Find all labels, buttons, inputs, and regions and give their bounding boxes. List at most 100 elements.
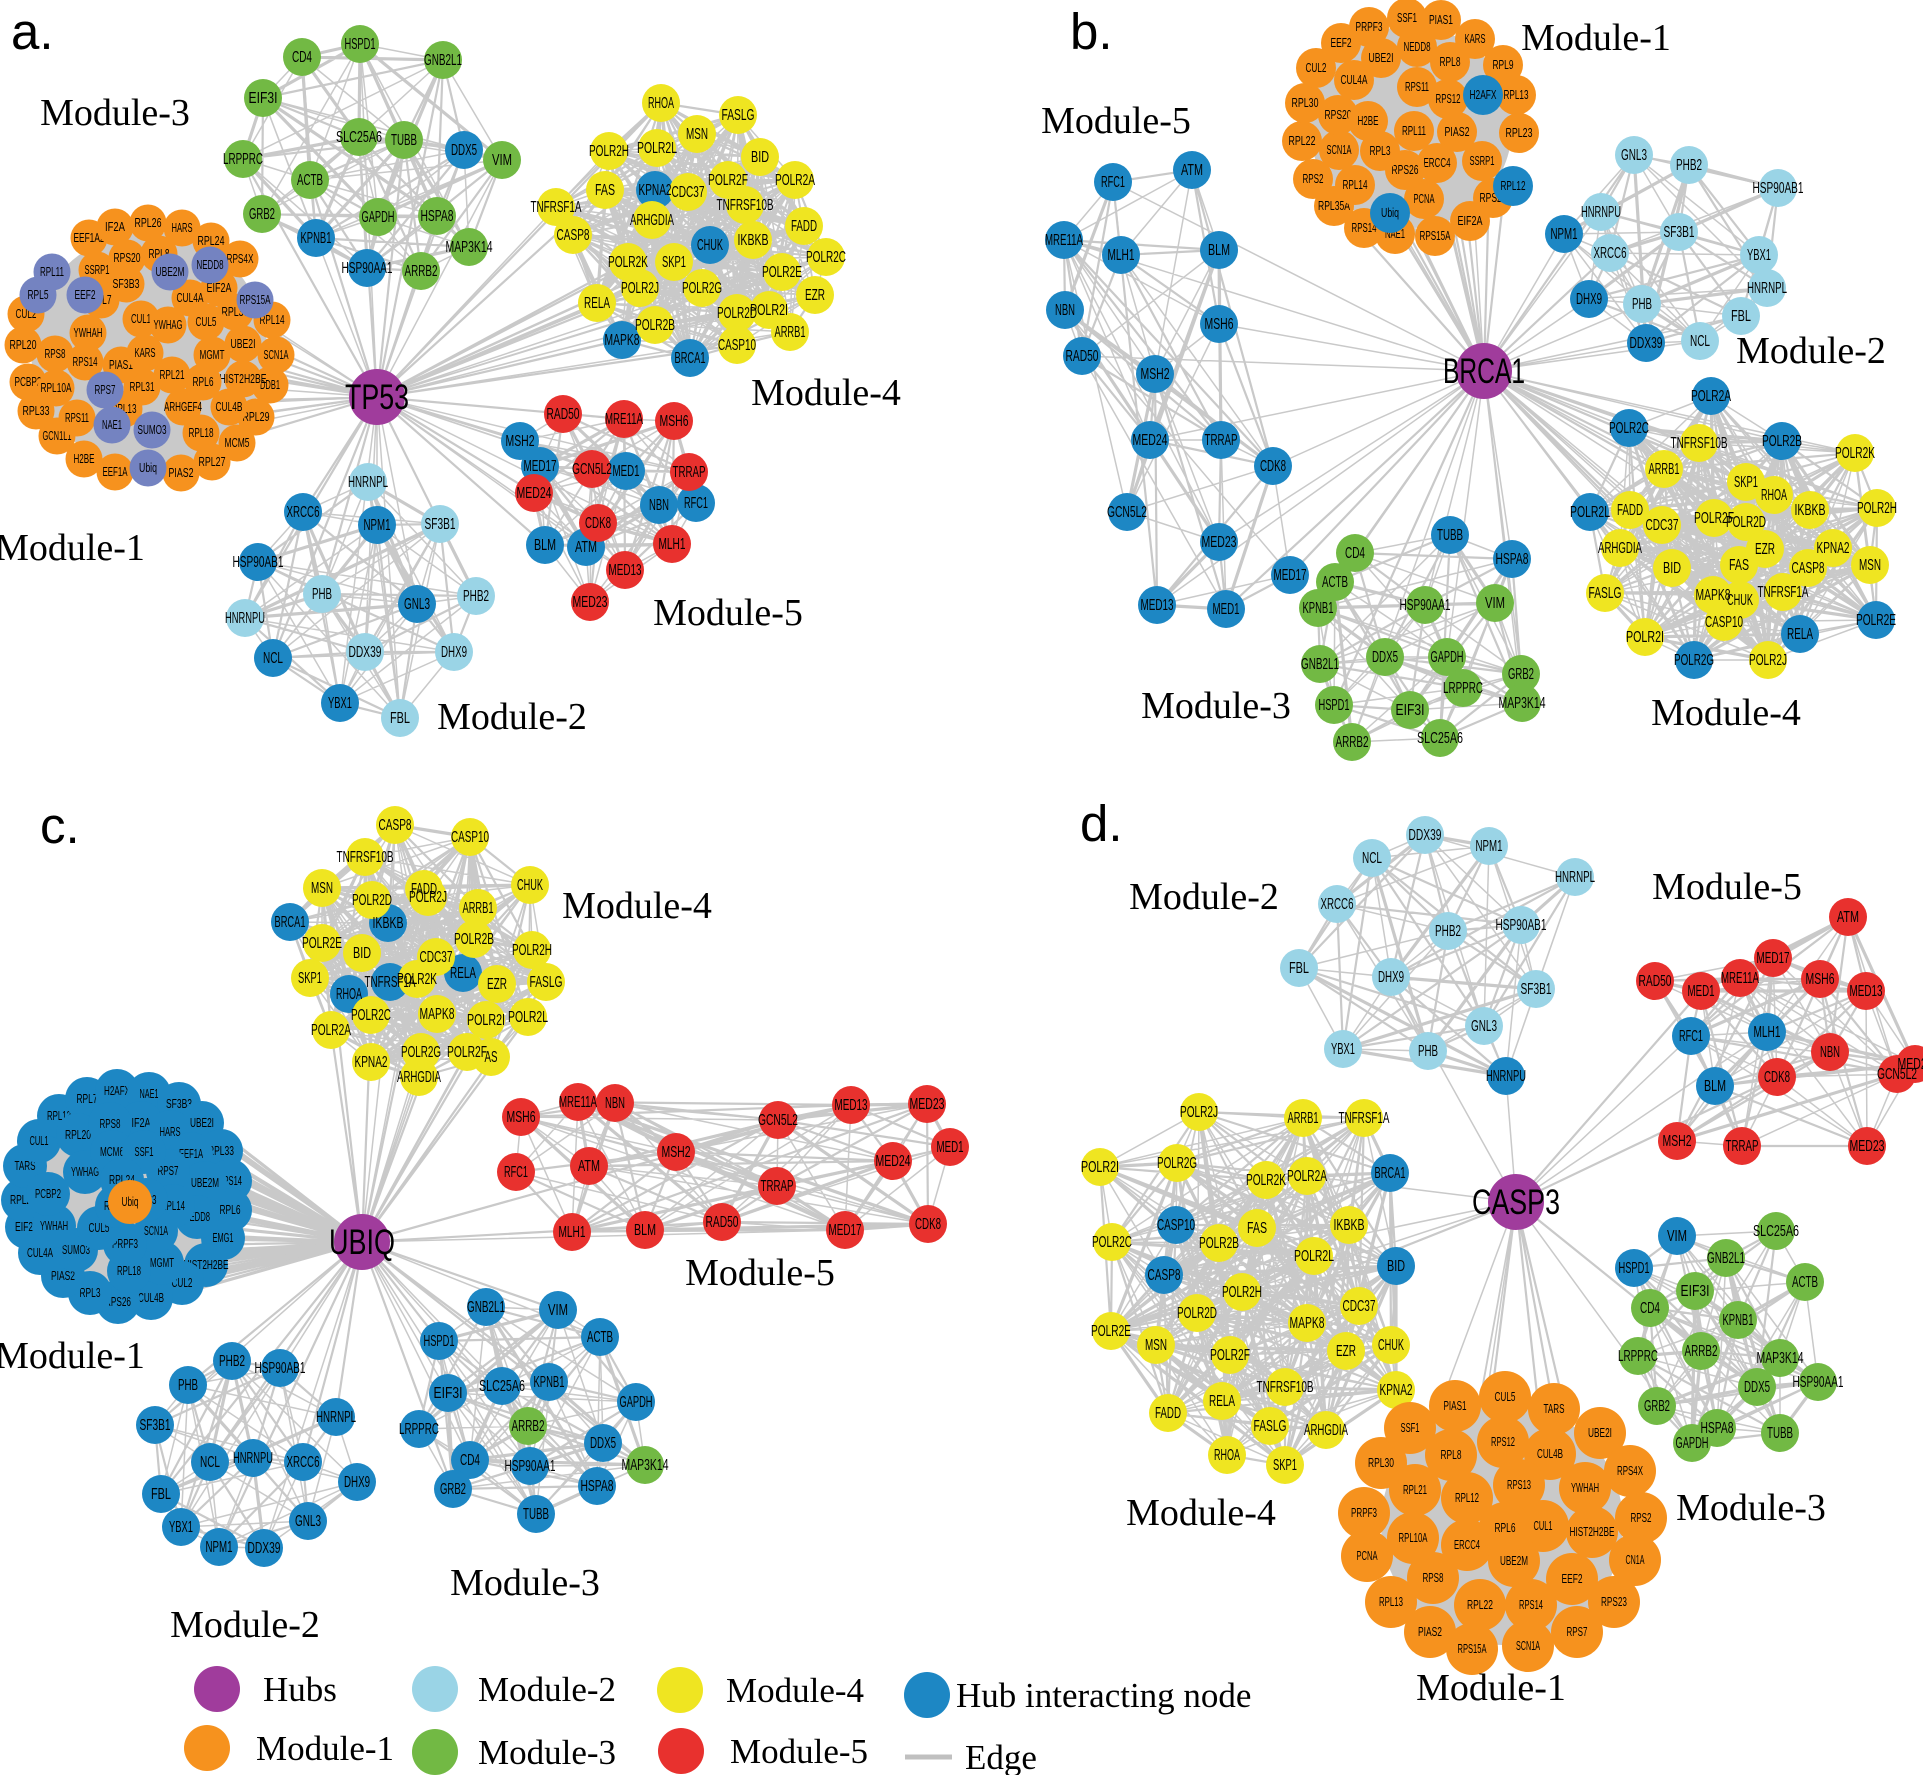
svg-text:a.: a. bbox=[11, 3, 54, 60]
svg-text:RELA: RELA bbox=[1787, 626, 1813, 643]
svg-text:CUL1: CUL1 bbox=[30, 1134, 49, 1148]
svg-text:RPL11: RPL11 bbox=[40, 264, 64, 279]
svg-text:MED23: MED23 bbox=[1202, 534, 1237, 551]
svg-text:BID: BID bbox=[1663, 560, 1681, 577]
svg-text:FBL: FBL bbox=[1731, 308, 1751, 325]
svg-text:RPS12: RPS12 bbox=[1436, 91, 1461, 106]
svg-text:Module-2: Module-2 bbox=[170, 1604, 320, 1646]
svg-text:YWHAG: YWHAG bbox=[71, 1165, 99, 1179]
svg-text:FBL: FBL bbox=[390, 710, 410, 727]
svg-text:CHUK: CHUK bbox=[517, 877, 543, 894]
svg-text:POLR2D: POLR2D bbox=[1177, 1305, 1217, 1322]
svg-text:RAD50: RAD50 bbox=[1639, 973, 1672, 990]
svg-text:POLR2J: POLR2J bbox=[621, 280, 659, 297]
svg-text:MSH6: MSH6 bbox=[1806, 971, 1835, 988]
svg-text:SCN1A: SCN1A bbox=[1327, 142, 1352, 157]
svg-text:EIF3I: EIF3I bbox=[1681, 1283, 1710, 1300]
svg-text:BRCA1: BRCA1 bbox=[675, 350, 706, 367]
svg-text:POLR2L: POLR2L bbox=[1294, 1248, 1334, 1265]
svg-text:RPS7: RPS7 bbox=[95, 382, 116, 397]
svg-text:MAPK8: MAPK8 bbox=[605, 332, 640, 349]
svg-text:EIF3I: EIF3I bbox=[1396, 702, 1425, 719]
svg-text:TNFRSF10B: TNFRSF10B bbox=[717, 197, 774, 214]
svg-text:LRPPRC: LRPPRC bbox=[223, 151, 263, 168]
svg-text:ARHGDIA: ARHGDIA bbox=[1304, 1422, 1348, 1439]
svg-text:DDX39: DDX39 bbox=[248, 1540, 281, 1557]
svg-text:XRCC6: XRCC6 bbox=[287, 504, 320, 521]
svg-text:MAP3K14: MAP3K14 bbox=[1499, 695, 1546, 712]
svg-text:CD4: CD4 bbox=[460, 1452, 480, 1469]
svg-text:PHB: PHB bbox=[178, 1377, 198, 1394]
svg-text:POLR2C: POLR2C bbox=[1092, 1234, 1132, 1251]
svg-text:ERCC4: ERCC4 bbox=[1454, 1538, 1480, 1552]
svg-text:FBL: FBL bbox=[151, 1486, 171, 1503]
svg-text:DHX9: DHX9 bbox=[441, 644, 467, 661]
svg-text:MED17: MED17 bbox=[1757, 950, 1790, 967]
svg-text:ATM: ATM bbox=[1181, 162, 1203, 179]
svg-text:EEF2: EEF2 bbox=[75, 287, 96, 302]
svg-text:SF3B1: SF3B1 bbox=[425, 516, 456, 533]
svg-text:EIF3I: EIF3I bbox=[434, 1385, 463, 1402]
svg-text:RPS2: RPS2 bbox=[1303, 171, 1324, 186]
svg-text:RPL7: RPL7 bbox=[77, 1092, 98, 1106]
svg-text:NCL: NCL bbox=[1362, 850, 1382, 867]
svg-text:RPL13: RPL13 bbox=[1379, 1595, 1403, 1609]
svg-text:ARHGEF4: ARHGEF4 bbox=[164, 399, 202, 414]
svg-text:HNRNPL: HNRNPL bbox=[1747, 280, 1787, 297]
svg-text:GNL3: GNL3 bbox=[1621, 147, 1647, 164]
svg-text:POLR2K: POLR2K bbox=[608, 254, 648, 271]
svg-text:POLR2D: POLR2D bbox=[1726, 514, 1766, 531]
svg-text:RPS20: RPS20 bbox=[1325, 107, 1352, 122]
svg-text:HSPA8: HSPA8 bbox=[581, 1478, 614, 1495]
svg-text:RPL18: RPL18 bbox=[189, 425, 214, 440]
svg-text:IF2A: IF2A bbox=[105, 219, 125, 234]
svg-text:GNL3: GNL3 bbox=[404, 596, 430, 613]
svg-text:YBX1: YBX1 bbox=[169, 1519, 193, 1536]
svg-text:NBN: NBN bbox=[649, 497, 669, 514]
svg-text:MAPK8: MAPK8 bbox=[1290, 1315, 1325, 1332]
svg-text:RPL12: RPL12 bbox=[1501, 178, 1526, 193]
svg-text:GNL3: GNL3 bbox=[1471, 1018, 1497, 1035]
svg-text:MCM5: MCM5 bbox=[225, 435, 250, 450]
svg-text:MGMT: MGMT bbox=[200, 347, 225, 362]
svg-text:YWHAH: YWHAH bbox=[74, 325, 103, 340]
svg-text:CDC37: CDC37 bbox=[420, 949, 453, 966]
svg-text:ACTB: ACTB bbox=[1792, 1274, 1818, 1291]
svg-text:CUL4B: CUL4B bbox=[138, 1291, 164, 1305]
svg-text:MSN: MSN bbox=[1145, 1337, 1167, 1354]
svg-text:RPL27: RPL27 bbox=[199, 454, 226, 469]
svg-text:NPM1: NPM1 bbox=[206, 1539, 233, 1556]
svg-text:MSH2: MSH2 bbox=[1141, 366, 1170, 383]
svg-text:Module-4: Module-4 bbox=[726, 1671, 864, 1710]
svg-text:GAPDH: GAPDH bbox=[1676, 1435, 1709, 1452]
svg-text:GNB2L1: GNB2L1 bbox=[467, 1299, 505, 1316]
svg-text:DDX5: DDX5 bbox=[451, 142, 477, 159]
svg-text:RPL11: RPL11 bbox=[1402, 123, 1426, 138]
svg-text:POLR2D: POLR2D bbox=[352, 892, 392, 909]
svg-text:ERCC4: ERCC4 bbox=[1424, 155, 1451, 170]
svg-text:MCM6: MCM6 bbox=[100, 1145, 124, 1159]
svg-text:GCN5L2: GCN5L2 bbox=[758, 1112, 798, 1129]
svg-text:LRPPRC: LRPPRC bbox=[1618, 1348, 1658, 1365]
svg-text:RPS15A: RPS15A bbox=[240, 292, 271, 307]
svg-text:H2AFX: H2AFX bbox=[1470, 87, 1497, 102]
svg-text:EIF3I: EIF3I bbox=[249, 90, 278, 107]
svg-text:POLR2A: POLR2A bbox=[1287, 1168, 1327, 1185]
svg-text:RPS11: RPS11 bbox=[65, 410, 89, 425]
svg-text:POLR2F: POLR2F bbox=[1210, 1347, 1250, 1364]
svg-text:NPM1: NPM1 bbox=[364, 517, 391, 534]
svg-text:RHOA: RHOA bbox=[336, 986, 362, 1003]
svg-text:MAPK8: MAPK8 bbox=[1696, 587, 1731, 604]
svg-text:SSRP1: SSRP1 bbox=[85, 262, 110, 277]
svg-text:NEDD8: NEDD8 bbox=[1404, 39, 1431, 54]
svg-text:HSPD1: HSPD1 bbox=[1319, 697, 1350, 714]
svg-text:FAS: FAS bbox=[1247, 1220, 1267, 1237]
svg-text:CUL4A: CUL4A bbox=[1341, 72, 1368, 87]
svg-text:NCL: NCL bbox=[263, 650, 283, 667]
svg-text:PRPF3: PRPF3 bbox=[1351, 1506, 1377, 1520]
svg-text:KPNA2: KPNA2 bbox=[355, 1054, 388, 1071]
svg-text:RPL8: RPL8 bbox=[1441, 1448, 1462, 1462]
svg-text:MLH1: MLH1 bbox=[1754, 1024, 1781, 1041]
svg-text:CUL5: CUL5 bbox=[1495, 1390, 1516, 1404]
svg-text:Module-3: Module-3 bbox=[450, 1562, 600, 1604]
